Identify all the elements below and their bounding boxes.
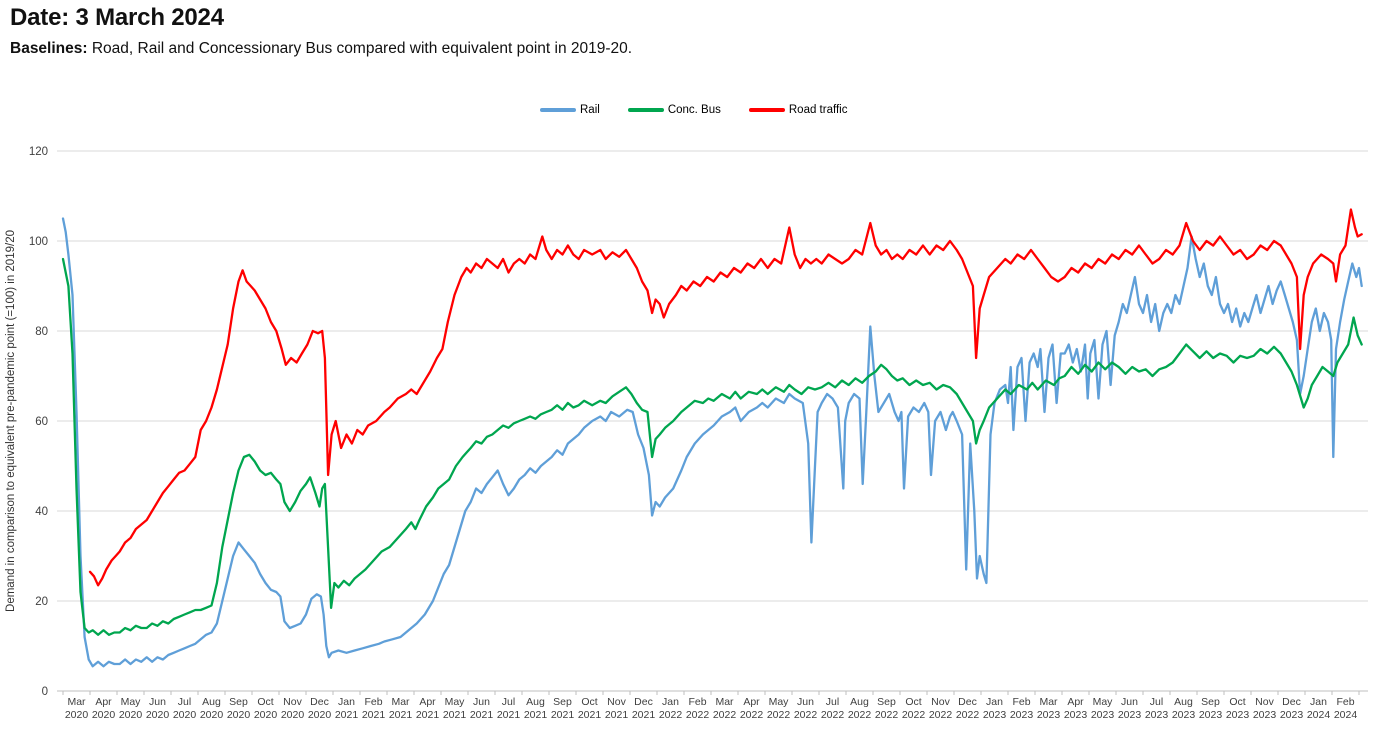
chart-legend: Rail Conc. Bus Road traffic: [540, 104, 847, 116]
y-tick-label-60: 60: [35, 416, 48, 428]
subtitle-baselines-label: Baselines:: [10, 40, 88, 57]
x-tick-label-jul-2020: Jul 2020: [173, 696, 197, 721]
x-tick-label-feb-2021: Feb 2021: [362, 696, 386, 721]
x-tick-label-oct-2022: Oct 2022: [902, 696, 926, 721]
conc-bus-line-swatch-icon: [627, 108, 664, 112]
x-tick-label-may-2020: May 2020: [119, 696, 143, 721]
rail-line: [61, 217, 1363, 668]
y-tick-label-100: 100: [29, 236, 48, 248]
x-tick-label-apr-2022: Apr 2022: [740, 696, 764, 721]
x-tick-label-dec-2022: Dec 2022: [956, 696, 980, 721]
x-tick-label-jan-2024: Jan 2024: [1307, 696, 1331, 721]
x-tick-label-dec-2023: Dec 2023: [1280, 696, 1304, 721]
x-tick-label-nov-2020: Nov 2020: [281, 696, 305, 721]
x-tick-label-sep-2021: Sep 2021: [551, 696, 575, 721]
x-tick-label-nov-2023: Nov 2023: [1253, 696, 1277, 721]
rail-line-swatch-icon: [540, 108, 576, 112]
y-tick-label-40: 40: [35, 506, 48, 518]
conc-bus-line: [61, 257, 1363, 636]
x-tick-label-feb-2022: Feb 2022: [686, 696, 710, 721]
x-tick-label-sep-2022: Sep 2022: [875, 696, 899, 721]
x-tick-label-aug-2022: Aug 2022: [848, 696, 872, 721]
x-tick-label-oct-2023: Oct 2023: [1226, 696, 1250, 721]
x-tick-label-jan-2021: Jan 2021: [335, 696, 359, 721]
x-tick-label-apr-2023: Apr 2023: [1064, 696, 1088, 721]
x-tick-label-sep-2023: Sep 2023: [1199, 696, 1223, 721]
x-tick-label-jul-2021: Jul 2021: [497, 696, 521, 721]
legend-label-rail: Rail: [580, 104, 600, 116]
x-tick-label-mar-2021: Mar 2021: [389, 696, 413, 721]
subtitle-text: Road, Rail and Concessionary Bus compare…: [87, 40, 633, 57]
legend-item-road-traffic: Road traffic: [748, 104, 848, 116]
legend-item-rail: Rail: [540, 104, 600, 116]
x-tick-label-jun-2021: Jun 2021: [470, 696, 494, 721]
x-tick-label-oct-2021: Oct 2021: [578, 696, 602, 721]
x-tick-label-nov-2021: Nov 2021: [605, 696, 629, 721]
x-tick-label-dec-2020: Dec 2020: [308, 696, 332, 721]
y-tick-label-0: 0: [42, 686, 48, 698]
legend-label-conc-bus: Conc. Bus: [667, 104, 721, 116]
road-traffic-line-swatch-icon: [748, 108, 785, 112]
x-tick-label-apr-2021: Apr 2021: [416, 696, 440, 721]
y-axis-title: Demand in comparison to equivalent pre-p…: [5, 230, 17, 612]
x-tick-label-jun-2023: Jun 2023: [1118, 696, 1142, 721]
y-tick-label-20: 20: [35, 596, 48, 608]
x-tick-label-mar-2020: Mar 2020: [65, 696, 89, 721]
x-tick-label-dec-2021: Dec 2021: [632, 696, 656, 721]
x-tick-label-may-2022: May 2022: [767, 696, 791, 721]
page-title: Date: 3 March 2024: [10, 4, 224, 31]
road-traffic-line: [88, 208, 1363, 587]
y-tick-label-80: 80: [35, 326, 48, 338]
x-tick-label-oct-2020: Oct 2020: [254, 696, 278, 721]
x-tick-label-aug-2020: Aug 2020: [200, 696, 224, 721]
x-tick-label-feb-2024: Feb 2024: [1334, 696, 1358, 721]
x-tick-label-aug-2021: Aug 2021: [524, 696, 548, 721]
x-tick-label-sep-2020: Sep 2020: [227, 696, 251, 721]
x-tick-label-mar-2023: Mar 2023: [1037, 696, 1061, 721]
x-tick-label-aug-2023: Aug 2023: [1172, 696, 1196, 721]
x-tick-label-mar-2022: Mar 2022: [713, 696, 737, 721]
page-subtitle: Baselines: Road, Rail and Concessionary …: [10, 40, 632, 58]
x-tick-label-apr-2020: Apr 2020: [92, 696, 116, 721]
x-tick-label-jun-2022: Jun 2022: [794, 696, 818, 721]
x-tick-label-may-2021: May 2021: [443, 696, 467, 721]
x-tick-label-jul-2022: Jul 2022: [821, 696, 845, 721]
x-tick-label-jan-2023: Jan 2023: [983, 696, 1007, 721]
x-tick-label-may-2023: May 2023: [1091, 696, 1115, 721]
x-tick-label-jul-2023: Jul 2023: [1145, 696, 1169, 721]
legend-item-conc-bus: Conc. Bus: [627, 104, 721, 116]
y-tick-label-120: 120: [29, 146, 48, 158]
legend-label-road-traffic: Road traffic: [788, 104, 848, 116]
x-tick-label-feb-2023: Feb 2023: [1010, 696, 1034, 721]
x-tick-label-jun-2020: Jun 2020: [146, 696, 170, 721]
x-tick-label-jan-2022: Jan 2022: [659, 696, 683, 721]
x-tick-label-nov-2022: Nov 2022: [929, 696, 953, 721]
